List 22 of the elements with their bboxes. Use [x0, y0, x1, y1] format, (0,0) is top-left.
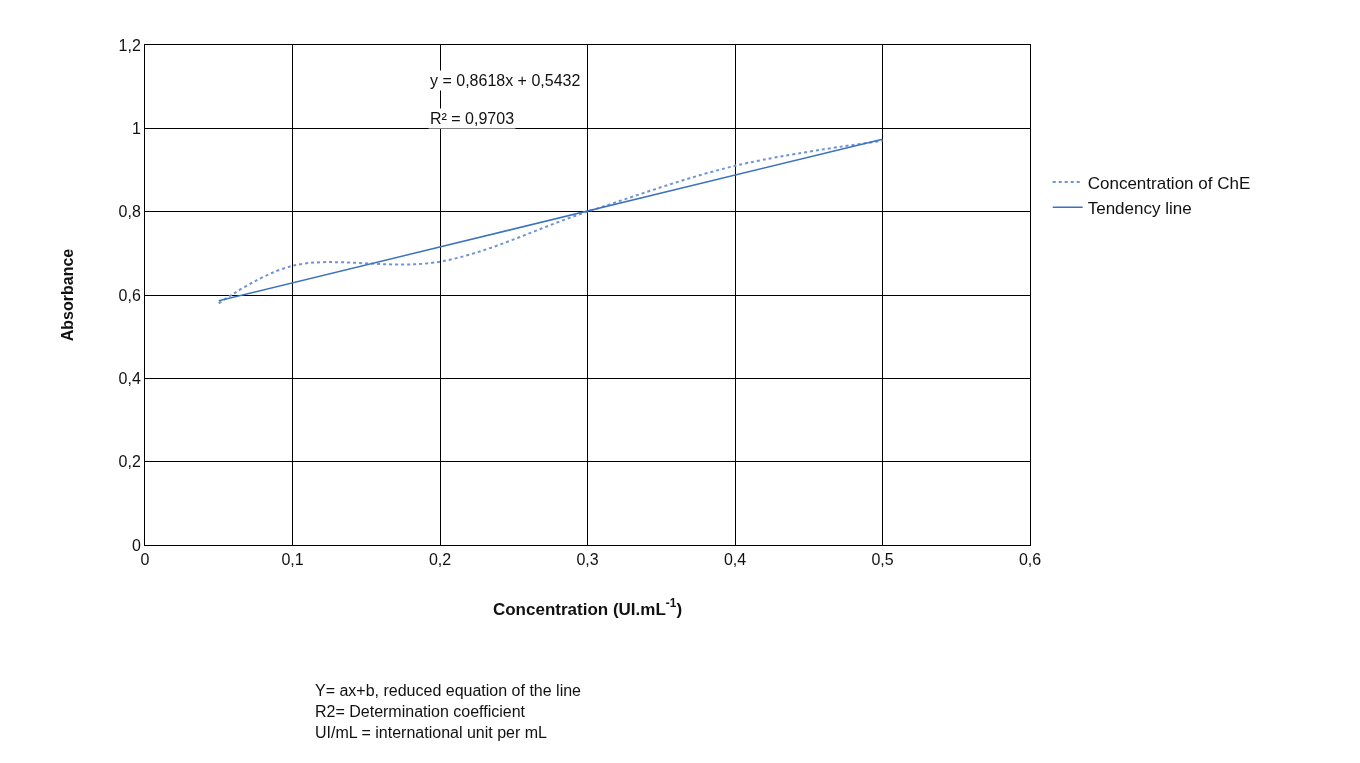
annotation: R² = 0,9703	[430, 110, 515, 127]
x-tick-label: 0,6	[1018, 551, 1042, 569]
y-tick-label: 0,8	[118, 203, 141, 221]
y-tick-label: 0,4	[118, 369, 141, 387]
annotation: y = 0,8618x + 0,5432	[430, 72, 581, 89]
legend-label: Concentration of ChE	[1087, 173, 1251, 193]
legend-label: Tendency line	[1087, 198, 1192, 218]
y-tick-label: 1,2	[118, 36, 141, 54]
x-axis-title: Concentration (UI.mL$^{-1}$)	[492, 596, 683, 619]
y-tick-label: 0,6	[118, 286, 141, 304]
text: R2= Determination coefficient	[315, 702, 526, 720]
x-tick-label: 0,2	[428, 551, 452, 569]
x-tick-label: 0,4	[723, 551, 747, 569]
y-axis-title: Absorbance	[59, 248, 77, 342]
y-tick-label: 0,2	[118, 453, 141, 471]
y-tick-label: 0	[131, 536, 141, 554]
text: Y= ax+b, reduced equation of the line	[315, 682, 582, 699]
x-tick-label: 0,1	[281, 551, 304, 569]
x-tick-label: 0,5	[871, 551, 894, 569]
y-tick-label: 1	[131, 119, 141, 137]
text: UI/mL = international unit per mL	[315, 723, 548, 741]
x-tick-label: 0,3	[576, 551, 599, 569]
